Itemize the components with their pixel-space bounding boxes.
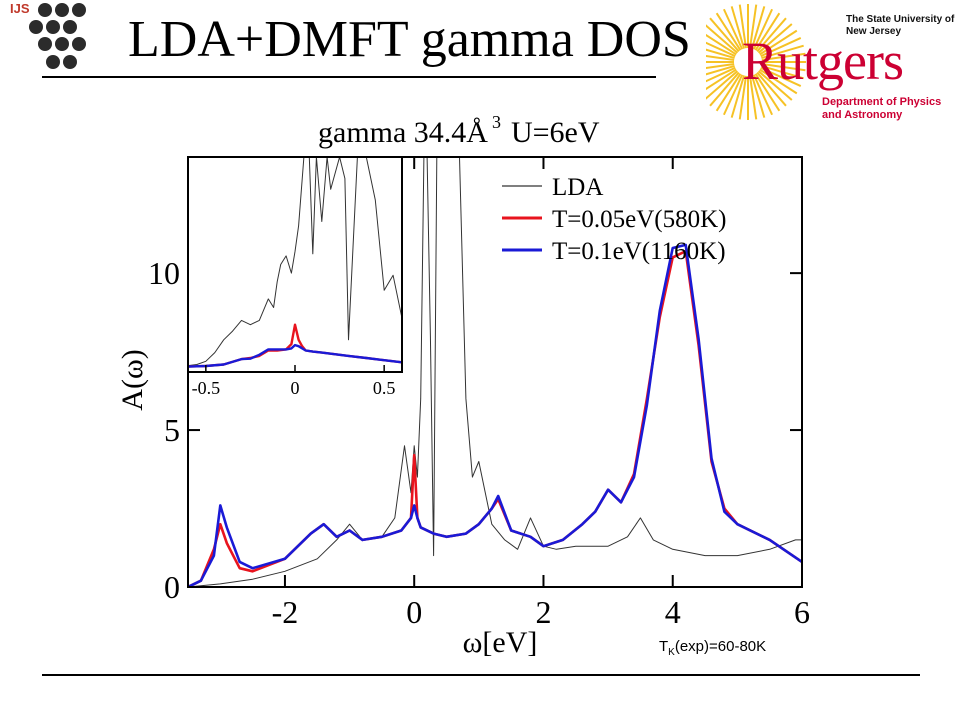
x-tick-label: 0 — [406, 594, 422, 630]
rutgers-university-text: The State University of New Jersey — [846, 14, 955, 37]
x-tick-label: 2 — [535, 594, 551, 630]
inset-background — [188, 157, 402, 372]
chart-title: gamma 34.4Å 3 U=6eV — [318, 112, 600, 149]
inset-plot-area: -0.5 0 0.5 — [187, 156, 403, 398]
sunburst-ray — [706, 24, 739, 54]
rutgers-wordmark: Rutgers — [742, 31, 904, 91]
sunburst-ray — [761, 63, 806, 72]
sunburst-ray — [706, 33, 737, 56]
sunburst-ray — [754, 73, 781, 112]
sunburst-ray — [706, 64, 735, 76]
footer-rule — [42, 674, 920, 676]
y-axis-label: A(ω) — [116, 349, 149, 410]
x-tick-label: 4 — [665, 594, 681, 630]
inset-x-tick-label: 0.5 — [373, 378, 396, 398]
sunburst-ray — [722, 74, 744, 116]
series-line — [188, 243, 802, 587]
inset-x-tick-label: -0.5 — [192, 378, 221, 398]
kondo-temperature-note: TK(exp)=60-80K — [659, 638, 766, 658]
sunburst-ray — [754, 12, 781, 51]
sunburst-ray — [738, 4, 747, 49]
chart-title-superscript: 3 — [492, 112, 501, 132]
chart-title-suffix: U=6eV — [511, 116, 600, 149]
sunburst-ray — [761, 52, 806, 61]
main-plot-area: -2 0 2 4 6 0 5 10 — [148, 156, 810, 630]
sunburst-ray — [715, 73, 742, 112]
legend: LDA T=0.05eV(580K) T=0.1eV(1160K) — [502, 174, 726, 265]
sunburst-ray — [738, 75, 747, 120]
sunburst-ray — [706, 68, 737, 91]
rutgers-department-text: Department of Physics and Astronomy — [822, 96, 942, 121]
sunburst-ray — [756, 17, 787, 53]
inset-x-tick-label: 0 — [291, 378, 300, 398]
ijs-label: IJS — [10, 1, 30, 16]
sunburst-ray — [706, 48, 735, 60]
sunburst-ray — [752, 74, 774, 116]
sunburst-ray — [752, 8, 774, 50]
x-tick-label: -2 — [272, 594, 299, 630]
sunburst-ray — [761, 44, 804, 60]
sunburst-ray — [706, 41, 736, 58]
sunburst-ray — [759, 29, 798, 56]
slide-title: LDA+DMFT gamma DOS — [128, 11, 691, 68]
sunburst-ray — [706, 54, 735, 61]
sunburst-ray — [709, 17, 740, 53]
sunburst-ray — [760, 36, 802, 58]
inset-series-line — [188, 157, 402, 367]
tk-note-prefix: T — [659, 638, 669, 655]
sunburst-ray — [757, 70, 793, 101]
sunburst-ray — [709, 71, 740, 107]
tk-note-rest: (exp)=60-80K — [674, 638, 767, 655]
x-axis-label: ω[eV] — [463, 626, 538, 659]
sunburst-ray — [750, 6, 766, 49]
chart-title-main: gamma 34.4Å — [318, 116, 488, 149]
sunburst-ray — [749, 4, 758, 49]
legend-label: T=0.05eV(580K) — [552, 206, 726, 233]
y-tick-label: 0 — [164, 569, 180, 605]
sunburst-ray — [730, 75, 746, 118]
x-tick-label: 6 — [794, 594, 810, 630]
sunburst-ray — [706, 66, 736, 83]
sunburst-ray — [756, 71, 787, 107]
sunburst-ray — [730, 6, 746, 49]
sunburst-ray — [761, 64, 804, 80]
legend-label: T=0.1eV(1160K) — [552, 238, 726, 265]
sunburst-ray — [706, 70, 739, 100]
legend-label: LDA — [552, 174, 603, 201]
sunburst-ray — [706, 63, 735, 70]
inset-series-line — [188, 343, 402, 368]
rutgers-sunburst-logo — [706, 4, 806, 120]
sunburst-ray — [759, 68, 798, 95]
sunburst-ray — [757, 23, 793, 54]
y-tick-label: 5 — [164, 412, 180, 448]
y-tick-label: 10 — [148, 255, 180, 291]
sunburst-ray — [760, 66, 802, 88]
tk-note-sub: K — [668, 647, 675, 658]
sunburst-ray — [722, 8, 744, 50]
ijs-dot-logo — [29, 3, 86, 69]
title-underline — [42, 76, 656, 78]
sunburst-ray — [715, 12, 742, 51]
sunburst-ray — [749, 75, 758, 120]
sunburst-ray — [750, 75, 766, 118]
